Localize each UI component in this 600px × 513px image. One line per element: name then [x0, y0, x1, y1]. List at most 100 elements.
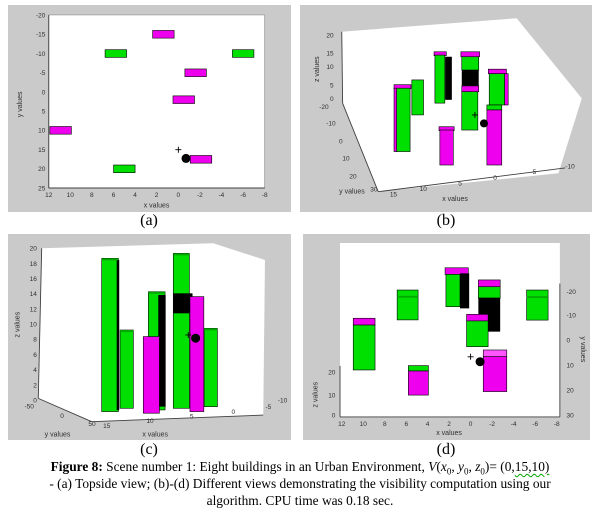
- tick-label: 16: [30, 276, 38, 283]
- building-face: [148, 291, 166, 294]
- axis-line: [38, 397, 92, 423]
- building-face: [460, 51, 480, 58]
- plot-a: 12 10 8 6 4 2 0 -2 -4 -6 -8-20-15-10-50510152025x …: [17, 12, 268, 209]
- shadow-rect: [459, 273, 470, 309]
- caption-math-x: x: [440, 459, 447, 474]
- tick-label: -4: [218, 192, 224, 199]
- axis-label: x values: [142, 431, 168, 438]
- tick-label: 0: [231, 409, 235, 416]
- tick-label: 0: [332, 413, 336, 420]
- tick-label: 18: [30, 261, 38, 268]
- building-face: [232, 49, 255, 58]
- caption-value-wavy-underline: 15,10): [514, 459, 550, 474]
- building-face: [152, 30, 175, 39]
- tick-label: 8: [383, 421, 387, 428]
- tick-label: -10: [326, 120, 336, 127]
- observer-cross-marker: [185, 331, 192, 338]
- subplot-a-topside-view: 12 10 8 6 4 2 0 -2 -4 -6 -8 -20 -15 -10 -5 0 5 10 15 20 25 x …: [8, 5, 291, 212]
- tick-label: -50: [25, 403, 35, 410]
- tick-label: -6: [532, 421, 538, 428]
- tick-label: 30: [566, 413, 574, 420]
- building-face: [101, 258, 119, 261]
- subplot-c-3d-view: 20 18 16 14 12 10 8 6 4 2 0 -50 0 50 15 10 5 0 -5 -10 z valu…: [8, 234, 291, 440]
- tick-label: 10: [30, 321, 38, 328]
- tick-label: 25: [38, 185, 46, 192]
- axis-label: z values: [314, 56, 321, 82]
- building-face: [113, 164, 136, 173]
- caption-comma: ,: [451, 459, 459, 474]
- tick-label: 5: [42, 109, 46, 116]
- tick-label: -10: [36, 51, 46, 58]
- building-face: [408, 365, 429, 372]
- plot-area: [48, 14, 266, 189]
- observer-cross-marker: [467, 353, 474, 360]
- tick-label: -8: [262, 192, 268, 199]
- building-face: [482, 356, 508, 392]
- tick-label: -15: [36, 32, 46, 39]
- axis-label: y values: [45, 431, 71, 438]
- tick-label: -10: [565, 164, 575, 171]
- building-face: [478, 286, 501, 299]
- caption-comma: ,: [468, 459, 476, 474]
- tick-label: 50: [88, 421, 96, 428]
- axis-label: x values: [144, 202, 170, 209]
- tick-label: 0: [177, 192, 181, 199]
- figure-caption: Figure 8: Scene number 1: Eight building…: [0, 458, 600, 509]
- building-face: [397, 295, 419, 298]
- tick-label: -5: [40, 70, 46, 77]
- building-face: [466, 320, 489, 347]
- tick-label: 20: [566, 387, 574, 394]
- tick-label: -4: [511, 421, 517, 428]
- building-face: [119, 329, 134, 409]
- building-face: [486, 104, 503, 111]
- caption-line-2: - (a) Topside view; (b)-(d) Different vi…: [49, 476, 551, 491]
- caption-paren: (: [436, 459, 441, 474]
- tick-label: 4: [133, 192, 137, 199]
- tick-label: 0: [469, 421, 473, 428]
- tick-label: 6: [112, 192, 116, 199]
- shadow-rect: [445, 56, 452, 100]
- tick-label: 15: [326, 51, 334, 58]
- building-face: [204, 328, 218, 331]
- subplot-d-3d-view: 12 10 8 6 4 2 0 -2 -4 -6 -8 20 10 0 -20 -10 0 10 20 30 x val…: [303, 234, 590, 440]
- building-face: [408, 370, 429, 396]
- axis-label: y values: [339, 188, 365, 195]
- building-face: [120, 330, 134, 333]
- axis-line: [37, 248, 43, 399]
- tick-label: 0: [493, 175, 497, 182]
- building-face: [173, 253, 190, 256]
- axis-line: [341, 31, 344, 104]
- building-face: [172, 253, 190, 409]
- subplot-label-c: (c): [140, 441, 158, 458]
- tick-label: 15: [38, 147, 46, 154]
- building-face: [478, 279, 501, 288]
- tick-label: 2: [447, 421, 451, 428]
- building-face: [439, 129, 454, 166]
- caption-text: Scene number 1: Eight buildings in an Ur…: [102, 459, 429, 474]
- tick-label: 0: [60, 413, 64, 420]
- shadow-rect: [116, 259, 120, 411]
- building-face: [172, 95, 195, 104]
- building-face: [189, 296, 205, 412]
- tick-label: -20: [566, 289, 576, 296]
- tick-label: 0: [33, 398, 37, 405]
- tick-label: 4: [33, 367, 37, 374]
- caption-sub-0: 0: [446, 466, 452, 477]
- axis-label: z values: [312, 381, 319, 407]
- building-face: [466, 314, 489, 322]
- building-face: [396, 289, 419, 321]
- observer-dot: [191, 333, 201, 343]
- building-face: [352, 317, 376, 326]
- building-face: [504, 73, 509, 106]
- tick-label: 2: [33, 382, 37, 389]
- tick-label: 14: [30, 291, 38, 298]
- tick-label: 4: [426, 421, 430, 428]
- tick-label: 2: [155, 192, 159, 199]
- axis-line: [378, 167, 566, 193]
- building-face: [434, 54, 446, 104]
- tick-label: -2: [489, 421, 495, 428]
- tick-label: 12: [45, 192, 53, 199]
- axis-label: x values: [442, 196, 468, 203]
- tick-label: 0: [566, 338, 570, 345]
